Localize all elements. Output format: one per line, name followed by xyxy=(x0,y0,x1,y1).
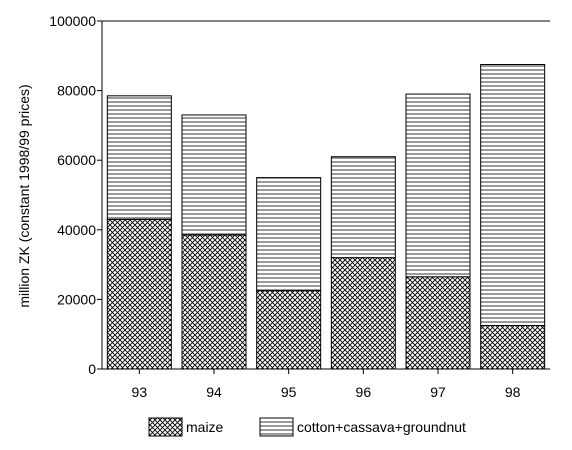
bar-cotton-cassava-groundnut-93 xyxy=(106,95,172,220)
legend-swatch-maize xyxy=(148,417,183,437)
legend: maize cotton+cassava+groundnut xyxy=(148,417,466,437)
y-tick-label-100000: 100000 xyxy=(49,13,96,29)
bar-maize-96 xyxy=(330,257,396,370)
bar-maize-94 xyxy=(181,234,247,370)
bar-maize-93 xyxy=(106,218,172,370)
x-tick-label-94: 94 xyxy=(206,384,222,400)
x-tick-label-98: 98 xyxy=(505,384,521,400)
x-tick-label-93: 93 xyxy=(132,384,148,400)
bar-cotton-cassava-groundnut-98 xyxy=(480,64,546,326)
y-tick-label-20000: 20000 xyxy=(57,291,96,307)
y-tick-label-60000: 60000 xyxy=(57,152,96,168)
x-tick-label-96: 96 xyxy=(356,384,372,400)
x-tick-label-95: 95 xyxy=(281,384,297,400)
bar-maize-95 xyxy=(256,290,322,370)
y-tick-label-80000: 80000 xyxy=(57,83,96,99)
bar-cotton-cassava-groundnut-94 xyxy=(181,114,247,236)
legend-label-cotton-cassava-groundnut: cotton+cassava+groundnut xyxy=(297,419,466,435)
y-axis-label: million ZK (constant 1998/99 prices) xyxy=(16,84,32,307)
bar-cotton-cassava-groundnut-97 xyxy=(405,93,471,278)
x-tick-label-97: 97 xyxy=(430,384,446,400)
y-tick-label-0: 0 xyxy=(88,361,96,377)
legend-swatch-cotton-cassava-groundnut xyxy=(259,417,294,437)
y-tick-label-40000: 40000 xyxy=(57,222,96,238)
legend-label-maize: maize xyxy=(186,419,224,435)
bar-maize-97 xyxy=(405,276,471,370)
bar-maize-98 xyxy=(480,325,546,370)
bar-cotton-cassava-groundnut-95 xyxy=(256,177,322,292)
bar-cotton-cassava-groundnut-96 xyxy=(330,156,396,259)
